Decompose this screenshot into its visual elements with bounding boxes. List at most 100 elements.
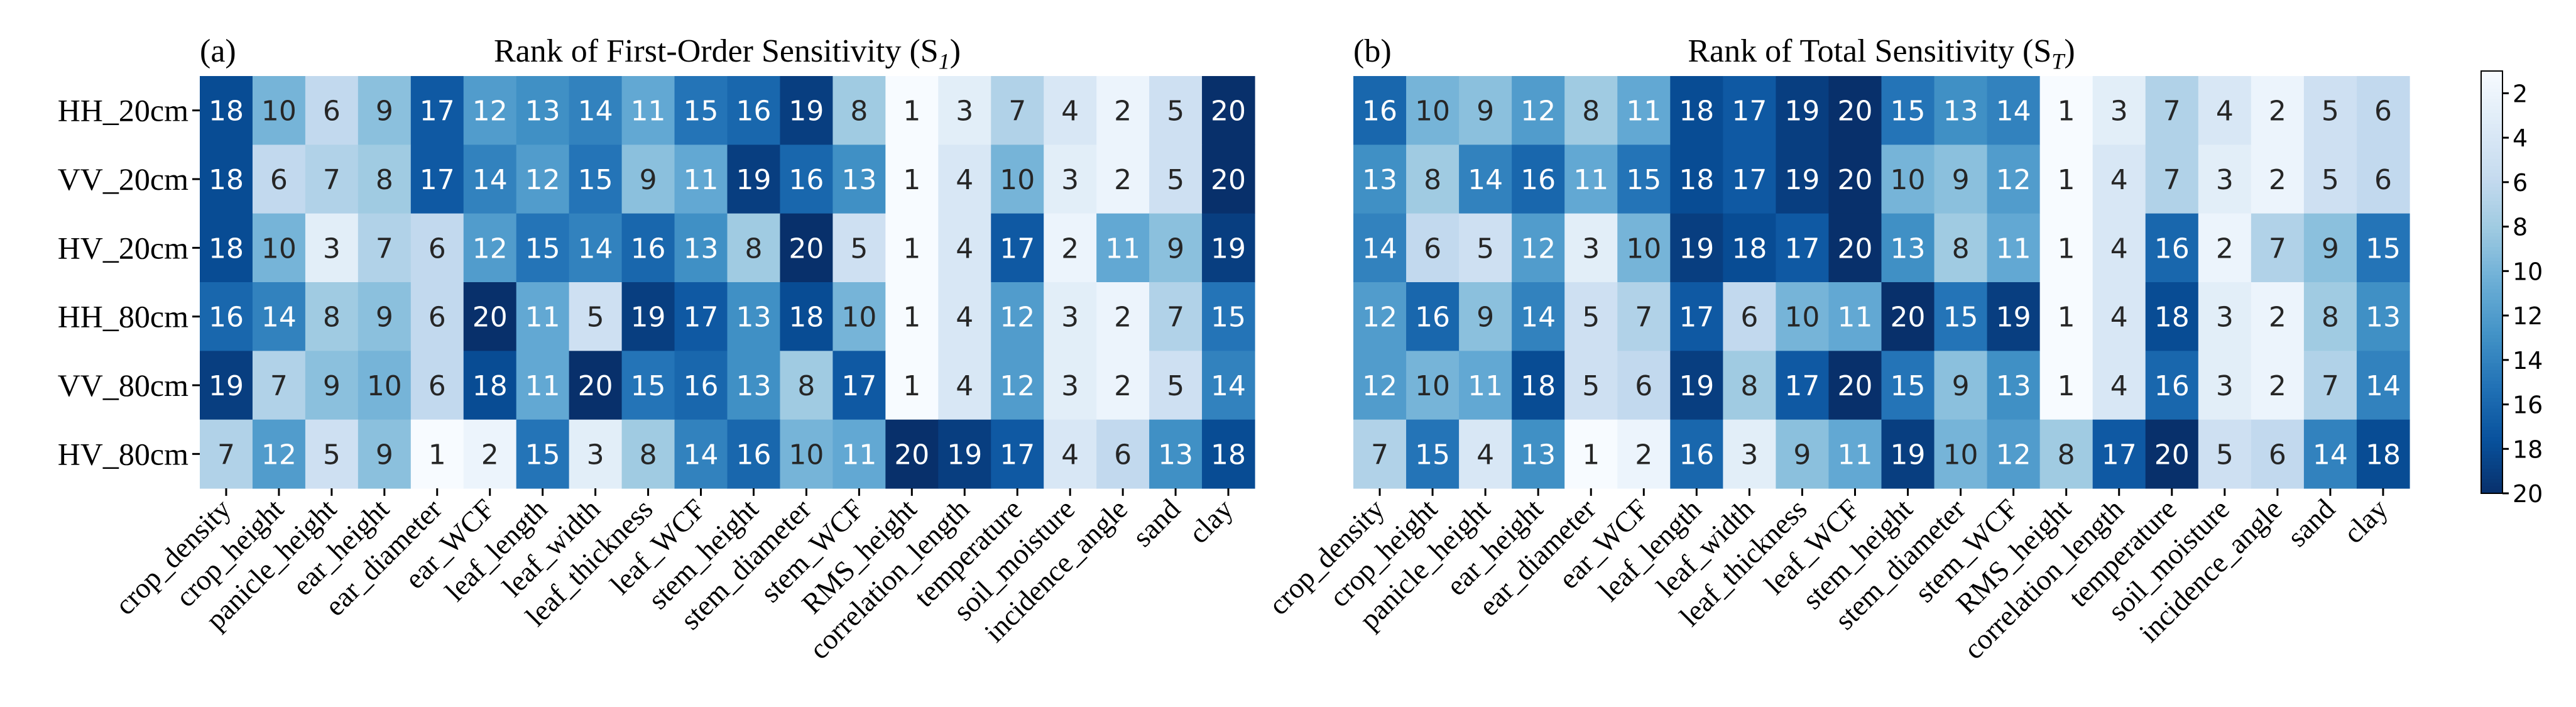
heatmap-cell: [2039, 145, 2093, 214]
cell-value-label: 7: [376, 233, 393, 265]
colorbar-segment: [2481, 479, 2502, 483]
heatmap-cell: [1044, 145, 1097, 214]
cell-value-label: 10: [1626, 233, 1661, 265]
cell-value-label: 9: [376, 96, 393, 128]
heatmap-cell: [1670, 76, 1723, 145]
cell-value-label: 18: [209, 233, 244, 265]
heatmap-cell: [1512, 351, 1565, 420]
cell-value-label: 16: [1679, 439, 1714, 471]
cell-value-label: 16: [1415, 302, 1450, 334]
colorbar-segment: [2481, 74, 2502, 79]
heatmap-cell: [305, 213, 359, 283]
heatmap-cell: [1096, 145, 1150, 214]
cell-value-label: 17: [841, 370, 876, 402]
cell-value-label: 5: [1167, 164, 1184, 196]
cell-value-label: 9: [1476, 96, 1494, 128]
cell-value-label: 8: [1582, 96, 1600, 128]
heatmap-cell: [674, 282, 728, 351]
colorbar-segment: [2481, 433, 2502, 438]
cell-value-label: 8: [1740, 370, 1758, 402]
heatmap-cell: [780, 145, 833, 214]
heatmap-cell: [1096, 213, 1150, 283]
heatmap-cell: [1149, 419, 1203, 489]
heatmap-cell: [305, 282, 359, 351]
colorbar-segment: [2481, 444, 2502, 448]
cell-value-label: 14: [578, 96, 613, 128]
cell-value-label: 8: [2058, 439, 2075, 471]
colorbar-tick-label: 6: [2513, 169, 2528, 197]
cell-value-label: 6: [270, 164, 288, 196]
heatmap-cell: [2251, 419, 2305, 489]
heatmap-cell: [1512, 213, 1565, 283]
colorbar-segment: [2481, 268, 2502, 272]
colorbar-segment: [2481, 131, 2502, 135]
cell-value-label: 6: [428, 233, 446, 265]
panel-b-title: Rank of Total Sensitivity (ST): [1353, 33, 2410, 74]
cell-value-label: 8: [1424, 164, 1441, 196]
heatmap-cell: [1044, 282, 1097, 351]
heatmap-cell: [780, 419, 833, 489]
colorbar-segment: [2481, 451, 2502, 456]
cell-value-label: 2: [1114, 164, 1132, 196]
colorbar-frame: [2480, 70, 2503, 494]
colorbar-segment: [2481, 96, 2502, 100]
colorbar-segment: [2481, 278, 2502, 283]
cell-value-label: 14: [1211, 370, 1246, 402]
heatmap-cell: [2251, 145, 2305, 214]
heatmap-cell: [2145, 213, 2199, 283]
heatmap-cell: [1776, 213, 1830, 283]
cell-value-label: 6: [1740, 302, 1758, 334]
heatmap-cell: [305, 419, 359, 489]
cell-value-label: 20: [1211, 96, 1246, 128]
cell-value-label: 8: [797, 370, 815, 402]
colorbar-segment: [2481, 233, 2502, 237]
cell-value-label: 2: [2269, 302, 2286, 334]
colorbar-segment: [2481, 398, 2502, 403]
heatmap-cell: [1202, 76, 1255, 145]
cell-value-label: 9: [1167, 233, 1184, 265]
heatmap-cell: [991, 76, 1044, 145]
cell-value-label: 3: [2110, 96, 2128, 128]
cell-value-label: 8: [323, 302, 341, 334]
colorbar-segment: [2481, 353, 2502, 357]
heatmap-cell: [200, 419, 253, 489]
cell-value-label: 9: [376, 302, 393, 334]
colorbar-segment: [2481, 155, 2502, 160]
cell-value-label: 14: [261, 302, 297, 334]
colorbar-segment: [2481, 419, 2502, 424]
colorbar-segment: [2481, 289, 2502, 293]
heatmap-cell: [1723, 76, 1776, 145]
colorbar-segment: [2481, 468, 2502, 473]
colorbar-segment: [2481, 212, 2502, 216]
heatmap-cell: [2251, 282, 2305, 351]
heatmap-cell: [2198, 351, 2252, 420]
heatmap-cell: [1149, 351, 1203, 420]
heatmap-cell: [1828, 213, 1882, 283]
cell-value-label: 12: [1520, 233, 1556, 265]
heatmap-cell: [2356, 213, 2410, 283]
heatmap-cell: [516, 213, 570, 283]
heatmap-cell: [2303, 351, 2357, 420]
heatmap-cell: [991, 213, 1044, 283]
column-label: sand: [2281, 493, 2341, 553]
heatmap-cell: [410, 419, 464, 489]
heatmap-cell: [463, 76, 517, 145]
heatmap-cell: [200, 351, 253, 420]
cell-value-label: 1: [903, 233, 920, 265]
heatmap-cell: [1934, 282, 1988, 351]
colorbar-tick-label: 10: [2513, 258, 2543, 285]
column-label: clay: [2337, 493, 2394, 549]
colorbar-segment: [2481, 426, 2502, 430]
cell-value-label: 15: [1626, 164, 1661, 196]
colorbar-segment: [2481, 236, 2502, 241]
colorbar-segment: [2481, 177, 2502, 181]
cell-value-label: 4: [2110, 164, 2128, 196]
heatmap-cell: [2039, 282, 2093, 351]
colorbar-segment: [2481, 395, 2502, 399]
cell-value-label: 18: [209, 96, 244, 128]
cell-value-label: 9: [376, 439, 393, 471]
heatmap-cell: [1617, 145, 1671, 214]
colorbar-segment: [2481, 472, 2502, 476]
cell-value-label: 13: [1520, 439, 1556, 471]
cell-value-label: 7: [270, 370, 288, 402]
